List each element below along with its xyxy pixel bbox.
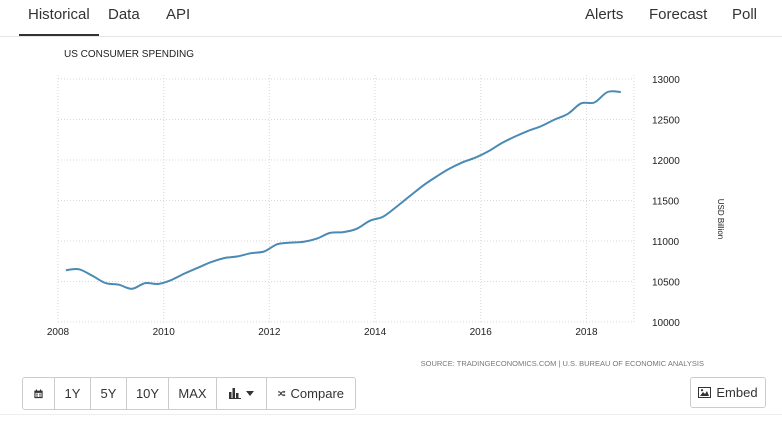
tab-alerts[interactable]: Alerts bbox=[585, 6, 624, 23]
x-tick-label: 2008 bbox=[47, 327, 70, 338]
chart-title: US CONSUMER SPENDING bbox=[64, 49, 194, 60]
y-tick-label: 11500 bbox=[652, 197, 680, 208]
divider bbox=[0, 414, 782, 415]
image-icon bbox=[698, 387, 712, 398]
chart-type-button[interactable] bbox=[217, 378, 267, 409]
y-tick-label: 10000 bbox=[652, 318, 680, 329]
calendar-icon bbox=[34, 389, 43, 398]
consumer-spending-chart: US CONSUMER SPENDING 2008 2010 2012 2014 2016… bbox=[47, 49, 725, 368]
range-1y-button[interactable]: 1Y bbox=[55, 378, 91, 409]
embed-button[interactable]: Embed bbox=[690, 377, 766, 408]
y-tick-label: 10500 bbox=[652, 278, 680, 289]
tab-forecast[interactable]: Forecast bbox=[649, 6, 708, 23]
chart-area: US CONSUMER SPENDING 2008 2010 2012 2014 2016… bbox=[0, 36, 782, 376]
source-text: SOURCE: TRADINGECONOMICS.COM | U.S. BURE… bbox=[421, 359, 704, 368]
y-tick-label: 13000 bbox=[652, 75, 680, 86]
caret-down-icon bbox=[246, 391, 254, 396]
x-tick-label: 2010 bbox=[153, 327, 176, 338]
tab-data[interactable]: Data bbox=[108, 6, 140, 23]
embed-label: Embed bbox=[716, 385, 758, 400]
series-line bbox=[65, 90, 621, 290]
y-tick-label: 11000 bbox=[652, 237, 680, 248]
x-tick-label: 2018 bbox=[575, 327, 598, 338]
shuffle-icon bbox=[278, 390, 286, 397]
range-max-label: MAX bbox=[178, 386, 207, 401]
tab-bar: Historical Data API Alerts Forecast Poll bbox=[0, 0, 782, 37]
range-5y-button[interactable]: 5Y bbox=[91, 378, 127, 409]
calendar-button[interactable] bbox=[23, 378, 55, 409]
bar-chart-icon bbox=[229, 388, 241, 399]
x-tick-label: 2012 bbox=[258, 327, 281, 338]
y-tick-label: 12000 bbox=[652, 156, 680, 167]
compare-button[interactable]: Compare bbox=[267, 378, 355, 409]
range-10y-label: 10Y bbox=[135, 386, 160, 401]
range-5y-label: 5Y bbox=[100, 386, 117, 401]
range-1y-label: 1Y bbox=[64, 386, 81, 401]
tab-poll[interactable]: Poll bbox=[732, 6, 758, 23]
range-max-button[interactable]: MAX bbox=[169, 378, 217, 409]
tab-historical[interactable]: Historical bbox=[19, 0, 99, 36]
chart-toolbar: 1Y 5Y 10Y MAX Compare bbox=[22, 377, 356, 410]
x-tick-label: 2016 bbox=[470, 327, 493, 338]
tab-api[interactable]: API bbox=[166, 6, 191, 23]
y-tick-label: 12500 bbox=[652, 116, 680, 127]
y-axis-label: USD Billion bbox=[716, 199, 725, 239]
x-tick-label: 2014 bbox=[364, 327, 387, 338]
range-10y-button[interactable]: 10Y bbox=[127, 378, 169, 409]
compare-label: Compare bbox=[290, 386, 344, 401]
